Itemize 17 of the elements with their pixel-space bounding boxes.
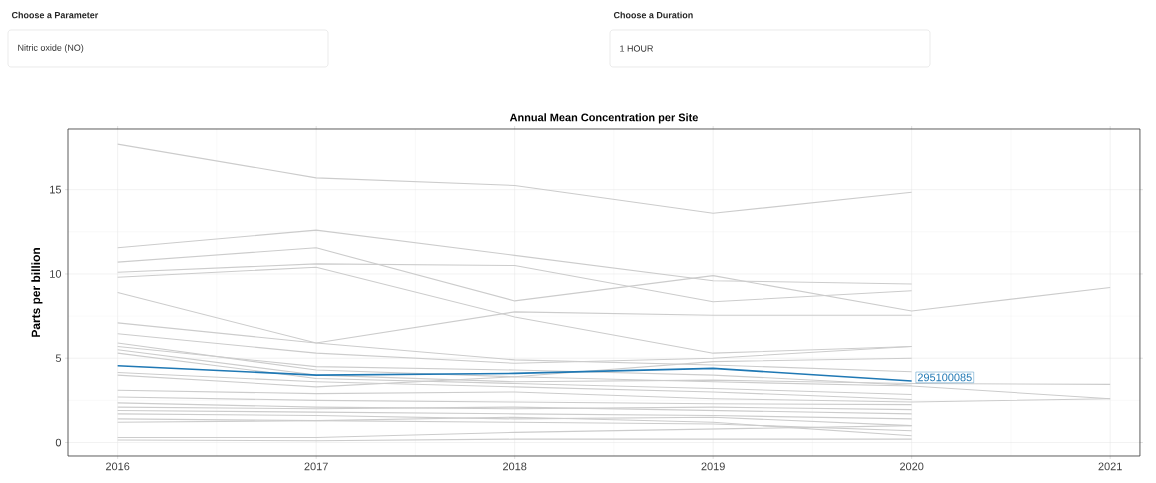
text: Nitric oxide (NO) bbox=[18, 44, 84, 53]
chart-title: Annual Mean Concentration per Site bbox=[509, 113, 698, 124]
y-tick-label: 10 bbox=[50, 270, 62, 278]
x-tick-label: 2018 bbox=[503, 462, 527, 471]
x-tick-label: 2016 bbox=[105, 462, 130, 471]
x-tick-label: 2017 bbox=[304, 462, 328, 471]
text: 1 HOUR bbox=[620, 45, 653, 52]
y-tick-label: 0 bbox=[55, 438, 62, 447]
y-axis-title: Parts per billion bbox=[31, 248, 43, 337]
x-tick-label: 2020 bbox=[900, 462, 924, 471]
x-tick-label: 2019 bbox=[701, 462, 725, 471]
text: Choose a Duration bbox=[613, 11, 693, 19]
x-tick-label: 2021 bbox=[1098, 462, 1122, 471]
y-tick-label: 5 bbox=[55, 354, 62, 363]
series-label: 295100085 bbox=[917, 373, 972, 382]
text: Choose a Parameter bbox=[11, 11, 99, 19]
y-tick-label: 15 bbox=[50, 185, 62, 194]
